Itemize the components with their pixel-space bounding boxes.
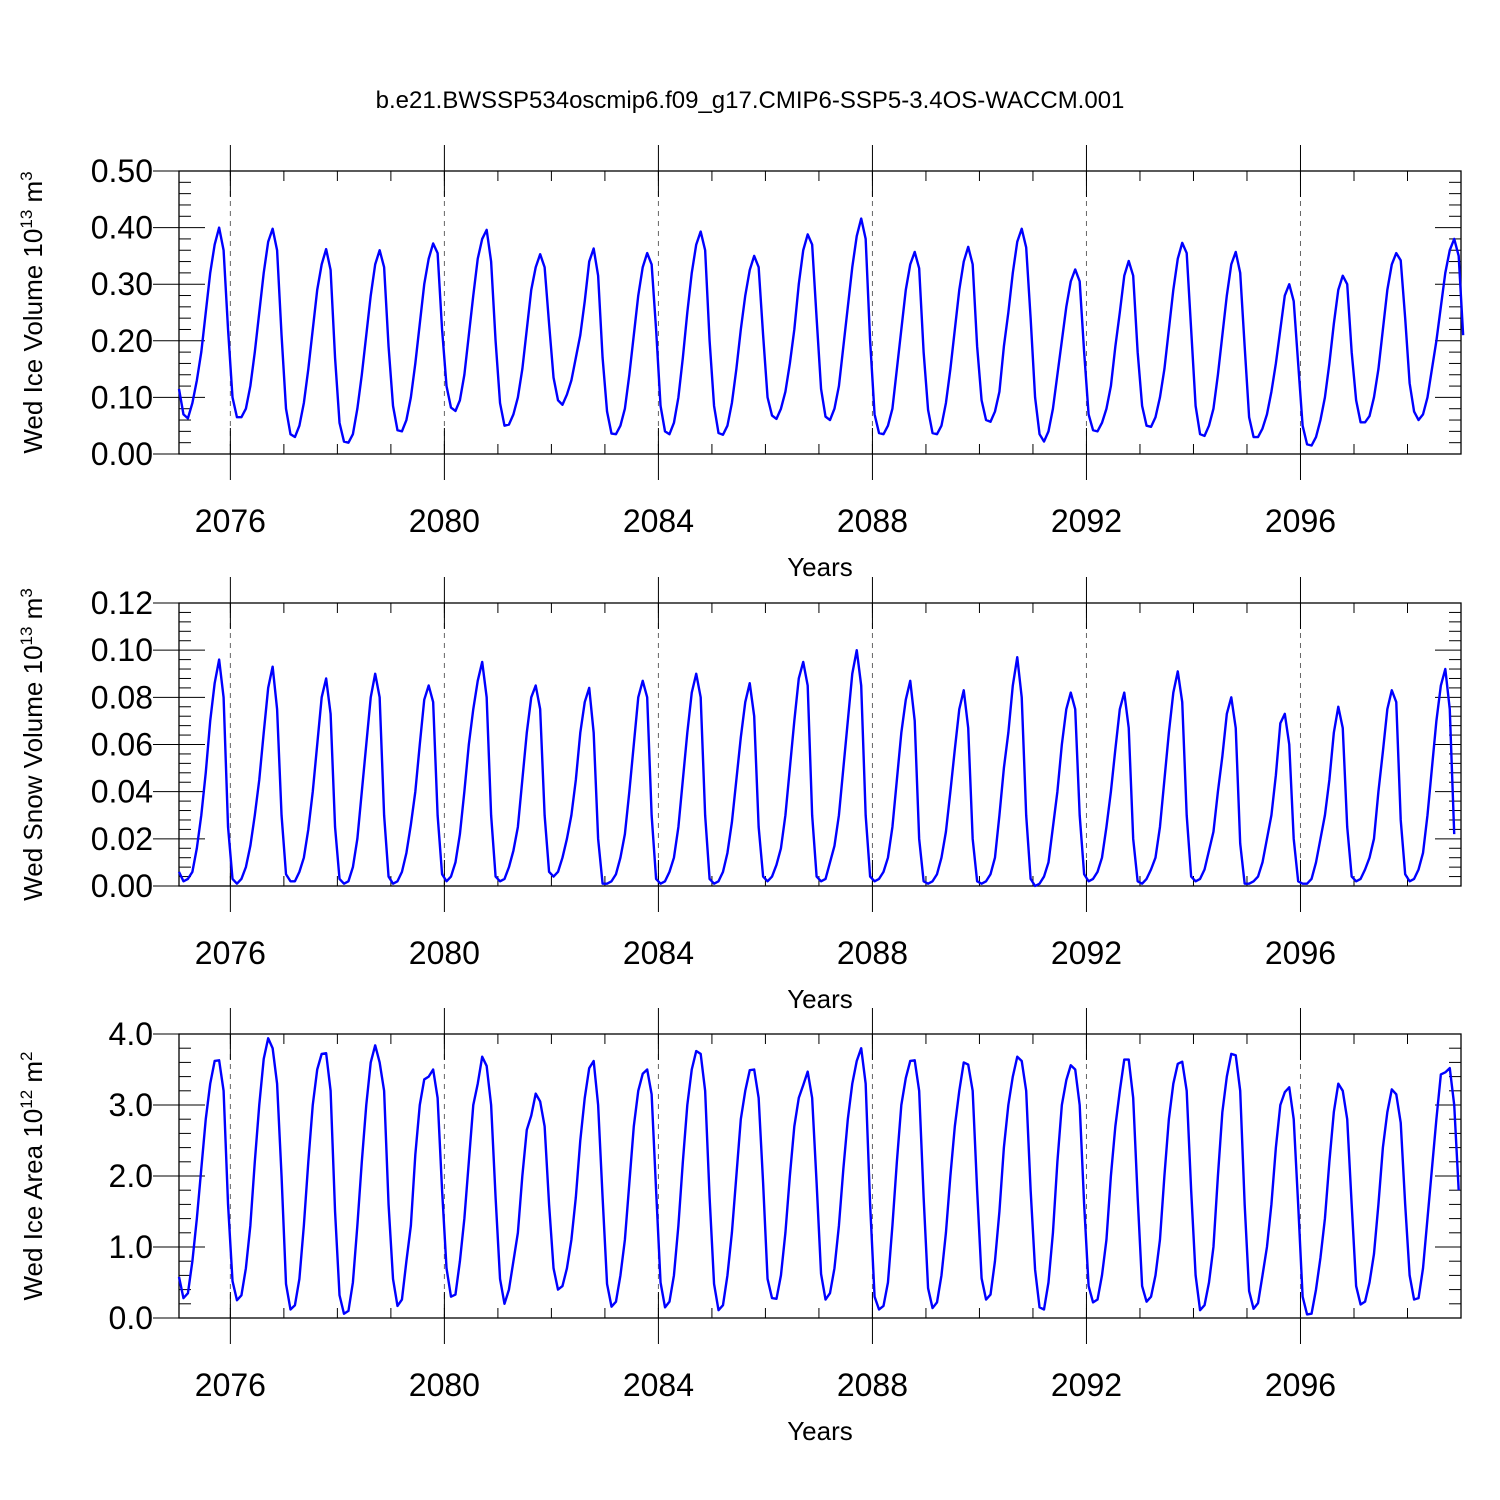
x-tick-label: 2088: [837, 503, 908, 539]
panel-2: 0.00 0.02 0.04 0.06 0.08 0.10 0.12 2076 2080 2084…: [17, 577, 1462, 1014]
x-tick-label: 2080: [409, 935, 480, 971]
series-line: [177, 1037, 1460, 1316]
y-axis-label: Wed Ice Area 1012 m2: [17, 1051, 48, 1300]
y-tick-label: 0.0: [109, 1300, 153, 1336]
x-tick-label: 2084: [623, 935, 694, 971]
y-axis-label-unit: m: [18, 1061, 48, 1090]
x-tick-label: 2088: [837, 1367, 908, 1403]
y-axis-label-exponent: 12: [17, 1090, 36, 1109]
y-axis-label-exponent: 13: [17, 627, 36, 646]
y-tick-label: 0.10: [91, 379, 153, 415]
plot-frame: [178, 602, 1462, 887]
x-tick-label: 2080: [409, 1367, 480, 1403]
panels: 0.00 0.10 0.20 0.30 0.40 0.50 2076 2080 2084 2088…: [17, 145, 1465, 1446]
y-tick-label: 0.00: [91, 868, 153, 904]
y-tick-label: 0.10: [91, 632, 153, 668]
y-tick-label: 0.08: [91, 679, 153, 715]
y-axis-label-unit-exponent: 3: [17, 588, 36, 597]
y-tick-label: 0.30: [91, 266, 153, 302]
x-axis-label: Years: [787, 552, 853, 582]
y-tick-label: 4.0: [109, 1016, 153, 1052]
x-tick-label: 2076: [195, 935, 266, 971]
x-tick-label: 2080: [409, 503, 480, 539]
y-axis-label-unit-exponent: 2: [17, 1051, 36, 1060]
y-axis-label-unit: m: [18, 181, 48, 210]
plot-frame: [178, 1033, 1462, 1319]
y-tick-label: 0.40: [91, 210, 153, 246]
x-tick-label: 2088: [837, 935, 908, 971]
y-tick-label: 0.04: [91, 774, 153, 810]
panel-3: 0.0 1.0 2.0 3.0 4.0 2076 2080 2084 2088 2092 2096 Y…: [17, 1008, 1462, 1446]
x-tick-label: 2084: [623, 503, 694, 539]
y-axis-label-exponent: 13: [17, 210, 36, 229]
series-line: [177, 648, 1456, 888]
y-tick-label: 3.0: [109, 1087, 153, 1123]
x-tick-label: 2096: [1265, 935, 1336, 971]
y-tick-label: 0.02: [91, 821, 153, 857]
y-tick-label: 0.06: [91, 727, 153, 763]
y-axis-label-text: Wed Ice Area 10: [18, 1109, 48, 1301]
x-tick-label: 2096: [1265, 1367, 1336, 1403]
x-tick-label: 2092: [1051, 1367, 1122, 1403]
x-tick-label: 2096: [1265, 503, 1336, 539]
series-line: [177, 217, 1465, 447]
y-tick-label: 0.12: [91, 585, 153, 621]
x-tick-label: 2092: [1051, 503, 1122, 539]
x-tick-label: 2092: [1051, 935, 1122, 971]
y-tick-label: 1.0: [109, 1229, 153, 1265]
y-axis-label-unit-exponent: 3: [17, 171, 36, 180]
panel-1: 0.00 0.10 0.20 0.30 0.40 0.50 2076 2080 2084 2088…: [17, 145, 1465, 582]
y-axis-label-unit: m: [18, 598, 48, 627]
x-tick-label: 2076: [195, 503, 266, 539]
x-axis-label: Years: [787, 1416, 853, 1446]
y-axis-label-text: Wed Ice Volume 10: [18, 229, 48, 454]
x-tick-label: 2084: [623, 1367, 694, 1403]
y-tick-label: 0.20: [91, 323, 153, 359]
x-tick-label: 2076: [195, 1367, 266, 1403]
y-tick-label: 2.0: [109, 1158, 153, 1194]
figure-title: b.e21.BWSSP534oscmip6.f09_g17.CMIP6-SSP5…: [376, 87, 1125, 114]
y-axis-label-text: Wed Snow Volume 10: [18, 645, 48, 900]
y-axis-label: Wed Ice Volume 1013 m3: [17, 171, 48, 453]
y-axis-label: Wed Snow Volume 1013 m3: [17, 588, 48, 901]
x-axis-label: Years: [787, 984, 853, 1014]
y-tick-label: 0.50: [91, 153, 153, 189]
y-tick-label: 0.00: [91, 436, 153, 472]
